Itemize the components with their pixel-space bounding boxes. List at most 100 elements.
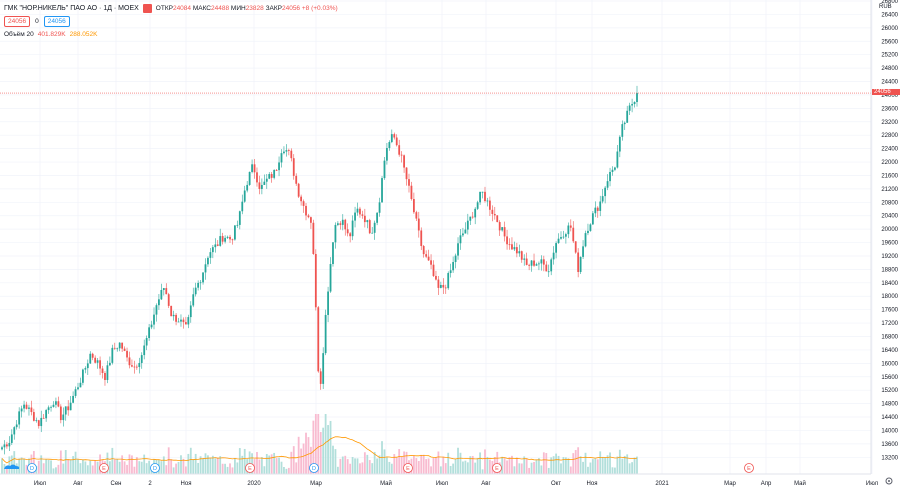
volume-bar — [422, 454, 425, 474]
candle-body — [457, 243, 459, 256]
earnings-marker[interactable]: E — [245, 463, 255, 473]
volume-bar — [79, 463, 82, 474]
candle-body — [94, 357, 97, 363]
volume-bar — [582, 461, 584, 474]
volume-bar — [611, 467, 614, 474]
volume-bar — [121, 455, 124, 474]
volume-bar — [6, 466, 8, 474]
earnings-marker[interactable]: E — [492, 463, 502, 473]
candle-body — [324, 314, 327, 354]
volume-bar — [386, 457, 388, 474]
volume-bar — [94, 460, 97, 474]
volume-bar — [614, 467, 616, 474]
event-label: E — [102, 466, 106, 472]
dividend-marker[interactable]: D — [150, 463, 160, 473]
candle-body — [621, 124, 624, 137]
candle-body — [202, 272, 204, 283]
volume-bar — [214, 458, 217, 474]
candle-body — [77, 387, 79, 390]
candle-body — [618, 136, 621, 152]
volume-bar — [395, 457, 398, 474]
volume-bar — [13, 451, 16, 474]
x-tick-label: Ноя — [587, 481, 598, 487]
candle-body — [540, 259, 543, 264]
current-price-tag: 24056 — [872, 89, 900, 96]
y-tick-label: 19200 — [881, 254, 898, 260]
candle-body — [493, 213, 496, 216]
earnings-marker[interactable]: E — [99, 463, 109, 473]
price-axis[interactable]: 26800 26400 26000 25600 25200 24800 24400 24000… — [881, 0, 898, 461]
candle-body — [268, 174, 271, 179]
candle-body — [373, 222, 376, 233]
candle-body — [40, 417, 43, 427]
volume-bar — [133, 466, 136, 474]
candle-body — [47, 407, 50, 411]
candle-body — [410, 185, 413, 200]
x-tick-label: Авг — [481, 481, 491, 487]
x-tick-label: Июл — [436, 481, 449, 487]
candle-body — [491, 209, 494, 214]
volume-bar — [69, 460, 72, 474]
candle-body — [449, 270, 452, 274]
volume-bar — [285, 468, 288, 474]
candle-body — [393, 134, 396, 138]
candle-body — [479, 191, 481, 203]
volume-bar — [508, 457, 511, 474]
candle-body — [628, 105, 631, 111]
candle-body — [116, 348, 119, 350]
candle-body — [452, 262, 455, 271]
candle-body — [361, 214, 364, 216]
volume-bar — [297, 436, 300, 474]
volume-bar — [400, 456, 403, 474]
volume-bar — [334, 449, 337, 474]
volume-bar — [339, 458, 342, 474]
symbol-title[interactable]: ГМК "НОР.НИКЕЛЬ" ПАО АО · 1Д · MOEX — [4, 5, 139, 12]
volume-bar — [361, 462, 364, 474]
volume-bar — [96, 461, 99, 474]
volume-legend[interactable]: Объём 20 401.829K 288.052K — [4, 31, 97, 38]
volume-bar — [138, 461, 141, 474]
volume-bar — [268, 455, 271, 474]
buy-button[interactable]: 24056 — [43, 16, 70, 27]
candle-body — [265, 178, 268, 182]
candle-body — [285, 150, 288, 152]
candle-body — [459, 235, 462, 244]
dividend-marker[interactable]: D — [27, 463, 37, 473]
candle-body — [275, 169, 278, 171]
volume-bar — [359, 463, 361, 474]
y-tick-label: 21600 — [881, 173, 898, 179]
volume-bar — [140, 461, 143, 474]
cloud-icon[interactable] — [4, 464, 20, 470]
earnings-marker[interactable]: E — [403, 463, 413, 473]
dividend-marker[interactable]: D — [309, 463, 319, 473]
time-axis[interactable]: Июл Авг Сен 2 Ноя 2020 Мар Май Июл Авг Окт Ноя 2021 М… — [34, 480, 879, 487]
earnings-marker[interactable]: E — [744, 463, 754, 473]
candle-body — [312, 222, 315, 254]
y-tick-label: 24400 — [881, 80, 898, 86]
candle-body — [52, 404, 55, 407]
volume-bar — [292, 446, 295, 474]
candle-body — [314, 253, 317, 308]
volume-bar — [567, 458, 570, 474]
candle-body — [545, 264, 548, 272]
volume-bar — [390, 463, 393, 474]
volume-bar — [243, 448, 246, 474]
candle-body — [327, 291, 329, 315]
candle-body — [283, 151, 285, 154]
candle-body — [344, 219, 347, 230]
volume-bar — [459, 452, 462, 474]
volume-bar — [287, 467, 290, 474]
volume-bar — [211, 455, 214, 474]
volume-bar — [135, 457, 138, 474]
volume-bar — [113, 459, 116, 474]
candle-body — [363, 215, 366, 223]
volume-bar — [322, 427, 325, 474]
volume-bar — [336, 466, 339, 474]
settings-icon[interactable] — [885, 477, 893, 485]
volume-bar — [270, 454, 273, 474]
volume-bar — [511, 455, 513, 474]
candle-body — [481, 191, 484, 193]
candle-body — [310, 217, 312, 223]
sell-button[interactable]: 24056 — [4, 16, 31, 27]
